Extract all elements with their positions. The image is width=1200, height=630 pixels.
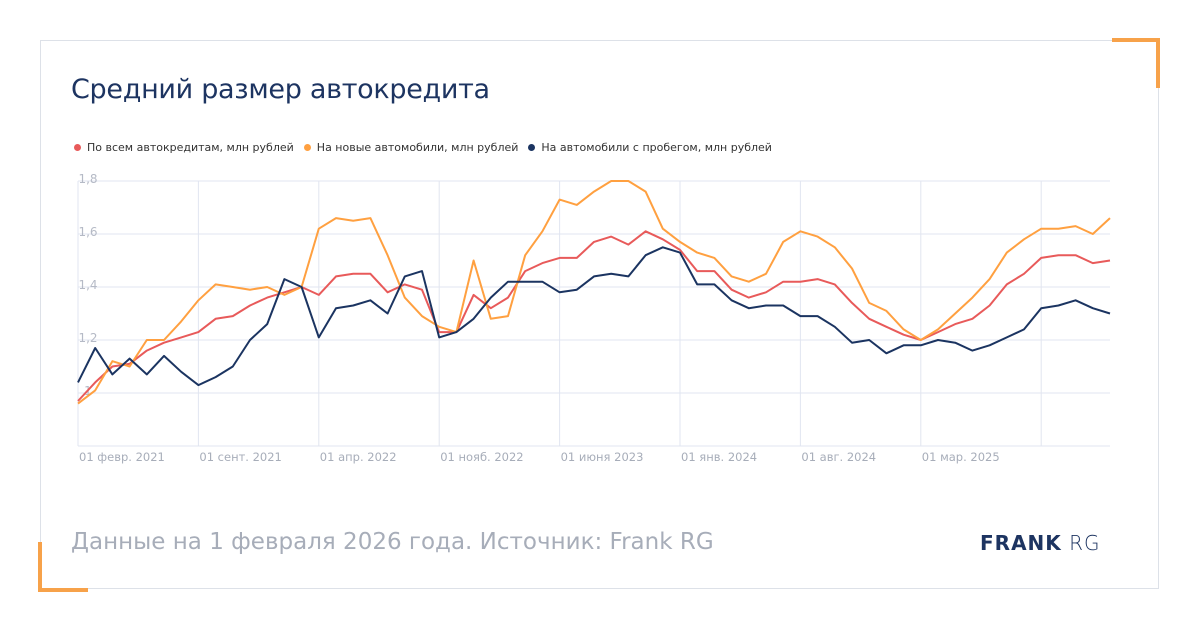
corner-accent-bottom-left xyxy=(38,542,88,592)
x-tick-label: 01 апр. 2022 xyxy=(320,450,397,464)
y-tick-label: 1,6 xyxy=(78,225,97,239)
series-line-1 xyxy=(77,180,1111,405)
legend-dot-icon xyxy=(528,144,536,151)
legend-dot-icon xyxy=(74,144,81,151)
series-line-0 xyxy=(77,230,1111,402)
x-tick-label: 01 июня 2023 xyxy=(561,450,644,464)
legend-item-new[interactable]: На новые автомобили, млн рублей xyxy=(303,141,519,154)
x-tick-label: 01 авг. 2024 xyxy=(801,450,876,464)
logo-light: RG xyxy=(1069,531,1101,555)
legend-dot-icon xyxy=(303,144,311,151)
x-tick-label: 01 мар. 2025 xyxy=(922,450,1000,464)
corner-accent-top-right xyxy=(1112,38,1160,88)
x-tick-label: 01 сент. 2021 xyxy=(199,450,281,464)
chart-card xyxy=(40,40,1159,589)
logo-bold: FRANK xyxy=(980,531,1062,555)
legend-item-all[interactable]: По всем автокредитам, млн рублей xyxy=(74,141,294,154)
x-tick-label: 01 янв. 2024 xyxy=(681,450,757,464)
series-line-2 xyxy=(77,246,1111,387)
x-tick-label: 01 февр. 2021 xyxy=(79,450,165,464)
legend-label: На новые автомобили, млн рублей xyxy=(316,141,519,154)
source-note: Данные на 1 февраля 2026 года. Источник:… xyxy=(71,529,714,555)
x-tick-label: 01 нояб. 2022 xyxy=(440,450,523,464)
frank-rg-logo: FRANK RG xyxy=(980,531,1101,555)
legend-label: На автомобили с пробегом, млн рублей xyxy=(541,141,772,154)
legend-item-used[interactable]: На автомобили с пробегом, млн рублей xyxy=(528,141,772,154)
legend: По всем автокредитам, млн рублей На новы… xyxy=(74,141,772,154)
y-tick-label: 1,2 xyxy=(78,331,97,345)
y-tick-label: 1,8 xyxy=(78,172,97,186)
chart-title: Средний размер автокредита xyxy=(71,74,490,105)
y-tick-label: 1,4 xyxy=(78,278,97,292)
legend-label: По всем автокредитам, млн рублей xyxy=(87,141,294,154)
